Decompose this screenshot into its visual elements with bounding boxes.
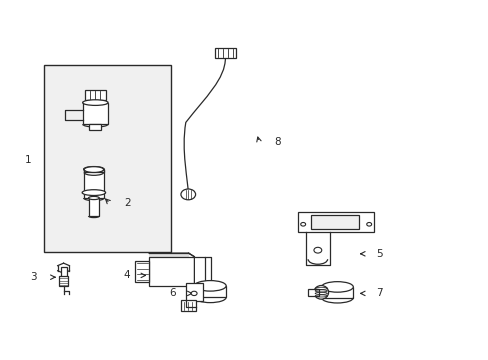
Bar (194, 286, 225, 297)
Text: 5: 5 (376, 249, 383, 259)
Bar (83, 169, 104, 198)
Bar (298, 212, 373, 232)
Bar (307, 289, 318, 296)
Bar (44, 65, 171, 252)
Bar (84, 170, 103, 172)
Text: 2: 2 (124, 198, 131, 208)
Ellipse shape (191, 291, 197, 296)
Bar (185, 283, 203, 301)
Ellipse shape (366, 222, 371, 226)
Ellipse shape (181, 189, 195, 200)
Bar (149, 257, 205, 286)
Ellipse shape (313, 285, 328, 299)
Bar (84, 90, 106, 100)
Ellipse shape (321, 282, 352, 292)
Ellipse shape (88, 197, 99, 199)
Ellipse shape (300, 222, 305, 226)
Bar (321, 287, 352, 298)
Bar (59, 276, 68, 286)
Bar (82, 103, 108, 124)
Bar (181, 300, 195, 311)
Ellipse shape (84, 167, 103, 172)
Text: 3: 3 (30, 272, 37, 282)
Ellipse shape (194, 280, 225, 291)
Bar (88, 198, 99, 216)
Ellipse shape (83, 167, 104, 172)
Ellipse shape (82, 100, 108, 105)
Text: 4: 4 (122, 270, 129, 280)
Bar (310, 215, 359, 229)
Text: 1: 1 (25, 155, 32, 165)
Text: 6: 6 (169, 288, 176, 298)
Bar (89, 124, 101, 130)
Ellipse shape (313, 247, 321, 253)
Ellipse shape (82, 190, 105, 195)
Text: 8: 8 (273, 137, 280, 147)
Bar (135, 261, 149, 282)
Bar (215, 48, 235, 58)
Bar (61, 267, 66, 277)
Text: 7: 7 (376, 288, 383, 298)
Bar (149, 253, 188, 257)
